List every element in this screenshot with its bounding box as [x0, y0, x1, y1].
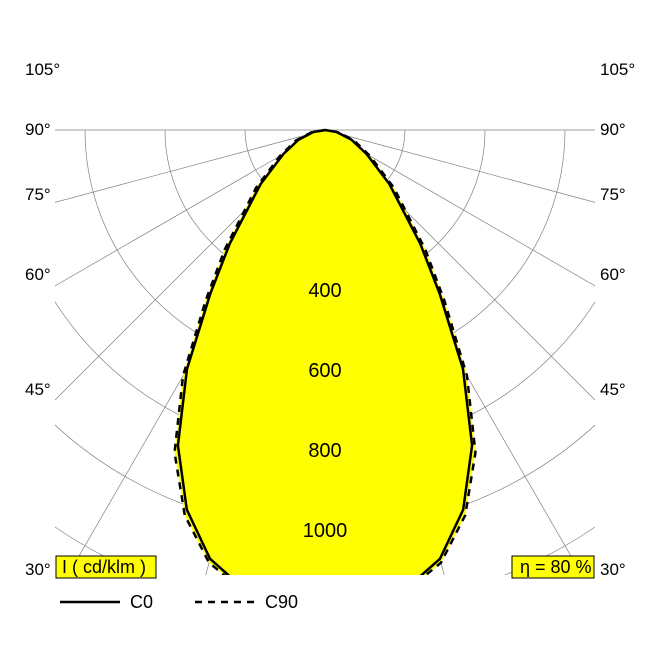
angle-label-left-90: 90° — [25, 120, 51, 139]
angle-label-right-90: 90° — [600, 120, 626, 139]
angle-label-right-105: 105° — [600, 60, 635, 79]
legend-c0-label: C0 — [130, 592, 153, 612]
efficiency-box: η = 80 % — [512, 556, 594, 578]
legend-c90-label: C90 — [265, 592, 298, 612]
angle-label-left-60: 60° — [25, 265, 51, 284]
efficiency-label: η = 80 % — [520, 557, 592, 577]
angle-label-right-45: 45° — [600, 380, 626, 399]
intensity-tick-800: 800 — [308, 440, 341, 462]
angle-label-left-30: 30° — [25, 560, 51, 579]
angle-label-right-30: 30° — [600, 560, 626, 579]
unit-label: I ( cd/klm ) — [62, 557, 146, 577]
angle-label-right-75: 75° — [600, 185, 626, 204]
polar-intensity-chart: 400 600 800 1000 30° 30° 45° 45° 60° 60° 75° 75° 90… — [0, 0, 650, 650]
angle-label-left-105: 105° — [25, 60, 60, 79]
intensity-tick-600: 600 — [308, 360, 341, 382]
angle-label-left-75: 75° — [25, 185, 51, 204]
intensity-tick-400: 400 — [308, 280, 341, 302]
unit-box: I ( cd/klm ) — [56, 556, 156, 578]
angle-label-right-60: 60° — [600, 265, 626, 284]
intensity-tick-1000: 1000 — [303, 520, 348, 542]
angle-label-left-45: 45° — [25, 380, 51, 399]
